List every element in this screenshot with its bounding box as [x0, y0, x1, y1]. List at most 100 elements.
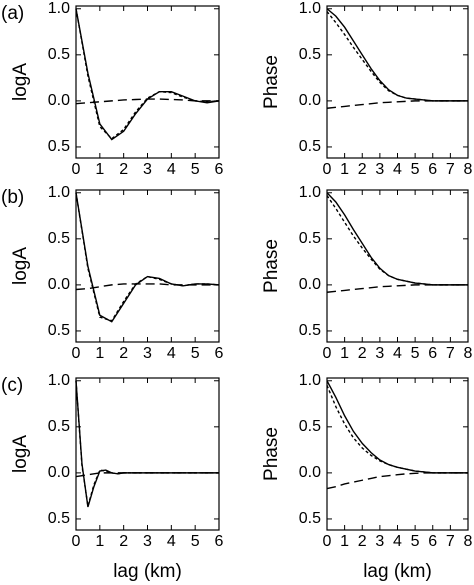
plot-frame — [75, 189, 220, 343]
x-tick-label: 3 — [375, 161, 384, 178]
line-series — [326, 472, 468, 490]
x-tick-label: 7 — [446, 533, 455, 550]
x-tick-label: 3 — [375, 345, 384, 362]
x-tick-label: 1 — [95, 345, 104, 362]
x-tick-label: 4 — [167, 345, 176, 362]
plot-frame — [326, 189, 469, 343]
line-series — [326, 192, 468, 286]
y-tick-label: 0.5 — [299, 230, 321, 247]
x-tick-label: 4 — [393, 533, 402, 550]
y-tick-label: 1.0 — [299, 0, 321, 17]
line-series — [75, 8, 220, 141]
x-axis-label: lag (km) — [113, 561, 182, 582]
plot-frame — [326, 377, 469, 531]
x-tick-label: 0 — [323, 161, 332, 178]
y-tick-label: 1.0 — [299, 184, 321, 201]
x-tick-label: 4 — [167, 161, 176, 178]
x-tick-label: 6 — [428, 161, 437, 178]
x-tick-label: 7 — [446, 345, 455, 362]
y-axis-label: Phase — [261, 427, 282, 481]
line-series — [326, 380, 468, 474]
x-tick-label: 3 — [375, 533, 384, 550]
y-tick-label: 0.5 — [48, 138, 70, 155]
x-tick-label: 1 — [95, 533, 104, 550]
y-axis-label: Phase — [261, 239, 282, 293]
x-tick-label: 0 — [72, 345, 81, 362]
x-tick-label: 5 — [411, 345, 420, 362]
y-tick-label: 0.0 — [299, 92, 321, 109]
line-series — [326, 11, 468, 102]
line-series — [75, 8, 220, 140]
x-tick-label: 0 — [72, 161, 81, 178]
y-tick-label: 0.5 — [48, 46, 70, 63]
line-series — [75, 192, 220, 323]
x-tick-label: 5 — [191, 161, 200, 178]
x-tick-label: 2 — [358, 345, 367, 362]
x-tick-label: 8 — [464, 533, 473, 550]
line-series — [75, 380, 219, 508]
plot-frame — [326, 5, 469, 159]
x-tick-label: 2 — [358, 161, 367, 178]
x-tick-label: 5 — [191, 533, 200, 550]
y-tick-label: 0.5 — [299, 138, 321, 155]
x-tick-label: 0 — [323, 345, 332, 362]
panel-label: (b) — [1, 187, 24, 208]
x-tick-label: 4 — [393, 161, 402, 178]
line-series — [75, 472, 219, 478]
x-tick-label: 7 — [446, 161, 455, 178]
x-tick-label: 0 — [72, 533, 81, 550]
y-tick-label: 0.0 — [299, 464, 321, 481]
x-tick-label: 6 — [215, 533, 224, 550]
x-tick-label: 6 — [428, 345, 437, 362]
y-axis-label: logA — [10, 63, 31, 101]
y-tick-label: 0.5 — [299, 322, 321, 339]
y-tick-label: 0.5 — [48, 418, 70, 435]
line-series — [326, 8, 468, 102]
x-tick-label: 2 — [358, 533, 367, 550]
x-tick-label: 8 — [464, 161, 473, 178]
y-tick-label: 0.5 — [48, 230, 70, 247]
x-tick-label: 5 — [191, 345, 200, 362]
y-tick-label: 0.5 — [48, 510, 70, 527]
x-tick-label: 0 — [323, 533, 332, 550]
x-axis-label: lag (km) — [363, 561, 432, 582]
y-tick-label: 0.0 — [299, 276, 321, 293]
x-tick-label: 4 — [167, 533, 176, 550]
line-series — [326, 100, 468, 109]
x-tick-label: 3 — [143, 533, 152, 550]
y-tick-label: 0.5 — [299, 510, 321, 527]
x-tick-label: 2 — [119, 345, 128, 362]
x-tick-label: 6 — [215, 345, 224, 362]
x-tick-label: 4 — [393, 345, 402, 362]
line-series — [326, 195, 468, 286]
y-axis-label: logA — [10, 247, 31, 285]
x-tick-label: 3 — [143, 161, 152, 178]
y-tick-label: 0.5 — [299, 46, 321, 63]
x-tick-label: 2 — [119, 533, 128, 550]
line-series — [326, 284, 468, 293]
plot-frame — [75, 377, 220, 531]
y-tick-label: 0.0 — [48, 276, 70, 293]
y-tick-label: 0.5 — [299, 418, 321, 435]
x-tick-label: 6 — [428, 533, 437, 550]
plot-frame — [75, 5, 220, 159]
x-tick-label: 8 — [464, 345, 473, 362]
x-tick-label: 6 — [215, 161, 224, 178]
y-tick-label: 0.0 — [48, 464, 70, 481]
line-series — [75, 192, 220, 322]
y-axis-label: Phase — [261, 55, 282, 109]
y-tick-label: 0.0 — [48, 92, 70, 109]
y-tick-label: 1.0 — [48, 372, 70, 389]
x-tick-label: 1 — [340, 533, 349, 550]
y-tick-label: 1.0 — [48, 0, 70, 17]
y-tick-label: 1.0 — [299, 372, 321, 389]
y-axis-label: logA — [10, 435, 31, 473]
line-series — [75, 380, 219, 507]
x-tick-label: 1 — [95, 161, 104, 178]
line-series — [75, 283, 219, 291]
x-tick-label: 1 — [340, 345, 349, 362]
panel-label: (c) — [1, 375, 23, 396]
x-tick-label: 5 — [411, 161, 420, 178]
x-tick-label: 1 — [340, 161, 349, 178]
